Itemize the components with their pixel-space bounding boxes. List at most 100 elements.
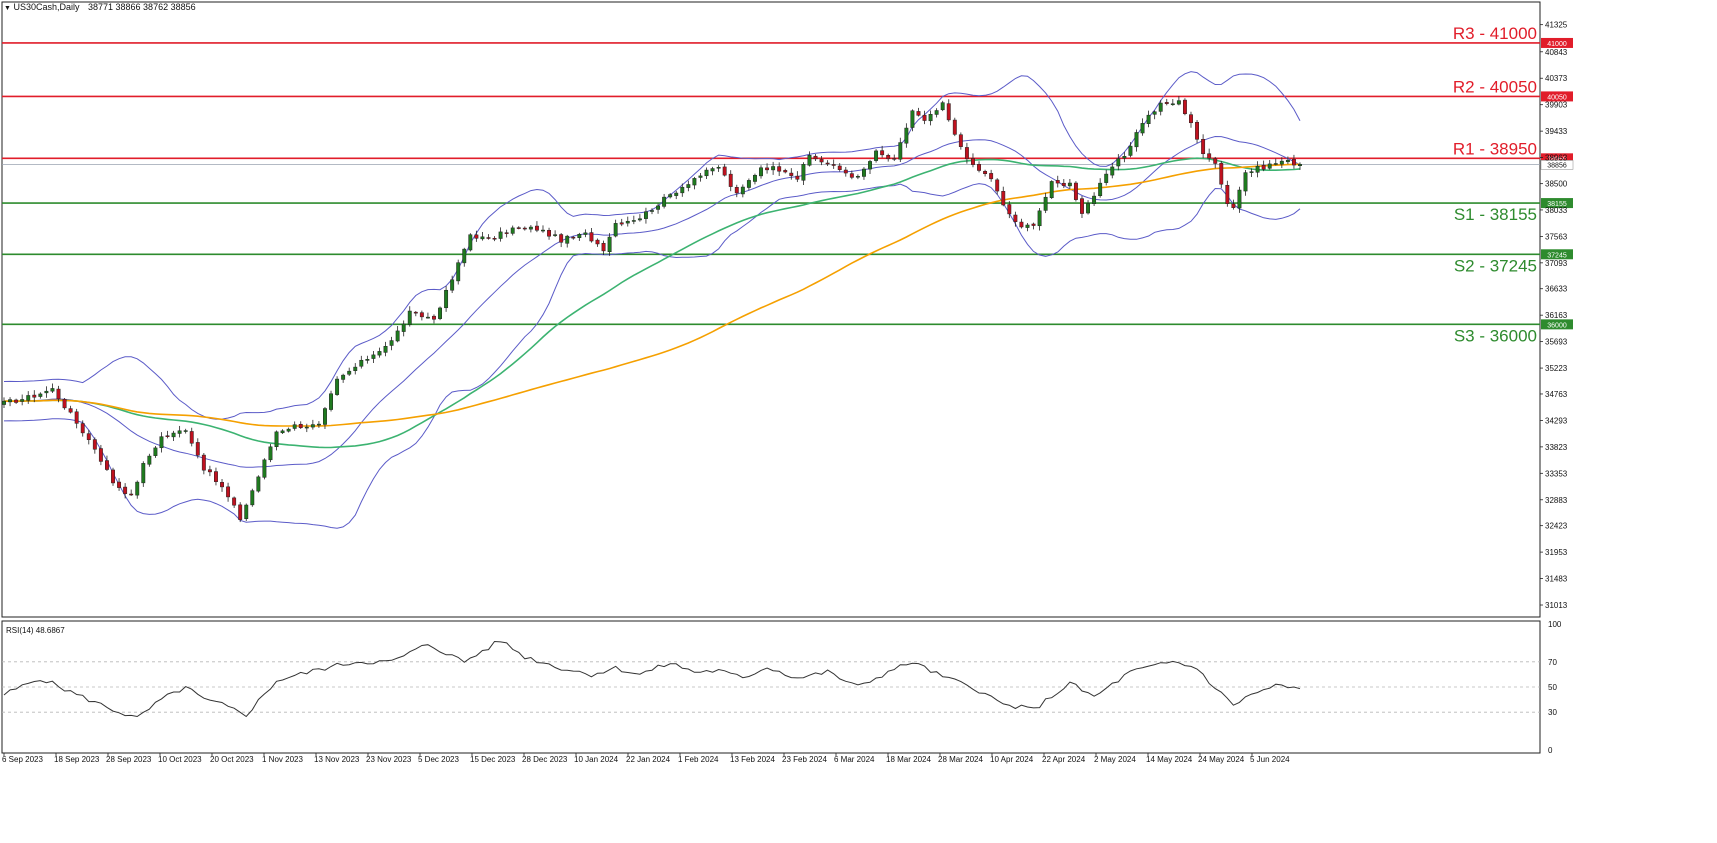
candle-body: [874, 150, 879, 161]
candle-body: [371, 354, 376, 359]
candle-body: [1122, 156, 1127, 159]
candle-body: [522, 227, 527, 230]
bollinger-upper-line: [3, 71, 1301, 420]
candle-body: [534, 225, 539, 231]
candle-body: [577, 234, 582, 238]
candle-body: [341, 374, 346, 380]
candle-body: [983, 171, 988, 175]
candle-body: [807, 155, 812, 166]
candle-body: [456, 262, 461, 282]
candle-body: [486, 237, 491, 239]
price-tick-label: 36633: [1545, 285, 1568, 294]
candle-body: [631, 220, 636, 222]
x-tick-label: 24 May 2024: [1198, 755, 1245, 764]
candle-body: [214, 471, 218, 482]
candle-body: [250, 490, 255, 506]
x-tick-label: 23 Feb 2024: [782, 755, 827, 764]
candle-body: [298, 423, 303, 429]
candle-body: [2, 400, 6, 405]
x-tick-label: 1 Nov 2023: [262, 755, 303, 764]
price-panel-frame: [1, 1, 1541, 618]
candle-body: [759, 167, 763, 177]
candle-body: [934, 110, 939, 115]
x-tick-label: 14 May 2024: [1146, 755, 1193, 764]
candle-body: [916, 111, 921, 116]
ma-fast-line: [3, 157, 1301, 449]
candle-body: [323, 408, 327, 425]
candle-body: [474, 234, 479, 239]
candle-body: [989, 173, 994, 180]
level-tag-s2: 37245: [1547, 252, 1567, 259]
candle-body: [1201, 138, 1206, 155]
candle-body: [444, 289, 449, 309]
ma-slow-line: [3, 163, 1301, 427]
x-tick-label: 28 Sep 2023: [106, 755, 152, 764]
candle-body: [74, 411, 79, 424]
candle-body: [8, 399, 13, 403]
candle-body: [1049, 181, 1054, 198]
candle-body: [153, 447, 158, 456]
x-tick-label: 15 Dec 2023: [470, 755, 516, 764]
x-tick-label: 13 Feb 2024: [730, 755, 775, 764]
candle-body: [329, 393, 333, 410]
price-tick-label: 35223: [1545, 364, 1568, 373]
candle-body: [765, 167, 770, 171]
level-label-s2: S2 - 37245: [1454, 256, 1537, 275]
candle-body: [226, 486, 231, 498]
candle-body: [692, 178, 697, 186]
price-tick-label: 40843: [1545, 48, 1568, 57]
candle-body: [359, 359, 364, 367]
candle-body: [1273, 163, 1278, 165]
candle-body: [1152, 111, 1157, 115]
x-tick-label: 2 May 2024: [1094, 755, 1136, 764]
rsi-tick-label: 50: [1548, 683, 1557, 692]
x-tick-label: 13 Nov 2023: [314, 755, 360, 764]
candle-body: [880, 150, 885, 156]
candle-body: [1098, 182, 1103, 197]
collapse-triangle-icon[interactable]: ▼: [4, 5, 11, 12]
candle-body: [625, 220, 630, 224]
candle-body: [50, 388, 55, 392]
candle-body: [365, 359, 370, 361]
price-tick-label: 38963: [1545, 154, 1568, 163]
candle-body: [1092, 195, 1097, 204]
price-tick-label: 37563: [1545, 232, 1568, 241]
candle-body: [722, 166, 727, 176]
x-tick-label: 10 Oct 2023: [158, 755, 202, 764]
candle-body: [1182, 99, 1187, 115]
candle-body: [407, 310, 412, 325]
level-tag-bg-s1: [1541, 198, 1573, 209]
candle-body: [746, 180, 751, 188]
level-tag-r2: 40050: [1547, 94, 1567, 101]
candle-body: [1025, 224, 1030, 228]
candle-body: [601, 242, 606, 252]
level-label-r2: R2 - 40050: [1453, 77, 1537, 96]
candle-body: [292, 424, 297, 429]
x-tick-label: 1 Feb 2024: [678, 755, 719, 764]
candle-body: [589, 232, 594, 242]
candle-body: [1298, 164, 1302, 166]
candle-body: [450, 279, 455, 291]
candle-body: [1195, 121, 1199, 140]
rsi-tick-label: 30: [1548, 708, 1557, 717]
candle-body: [1219, 163, 1224, 185]
candle-body: [1086, 203, 1090, 214]
candle-body: [117, 481, 122, 488]
candle-body: [232, 497, 237, 506]
candle-body: [383, 345, 388, 353]
candle-body: [868, 161, 872, 170]
x-tick-label: 6 Mar 2024: [834, 755, 875, 764]
candle-body: [795, 175, 800, 180]
candle-body: [62, 399, 67, 409]
rsi-tick-label: 100: [1548, 620, 1562, 629]
price-tick-label: 39433: [1545, 127, 1568, 136]
candle-body: [595, 239, 600, 245]
candle-body: [1134, 132, 1139, 148]
x-tick-label: 28 Dec 2023: [522, 755, 568, 764]
candle-body: [964, 147, 969, 160]
candle-body: [468, 234, 473, 251]
candle-body: [928, 114, 933, 122]
price-tick-label: 32883: [1545, 496, 1568, 505]
candle-body: [650, 210, 654, 212]
